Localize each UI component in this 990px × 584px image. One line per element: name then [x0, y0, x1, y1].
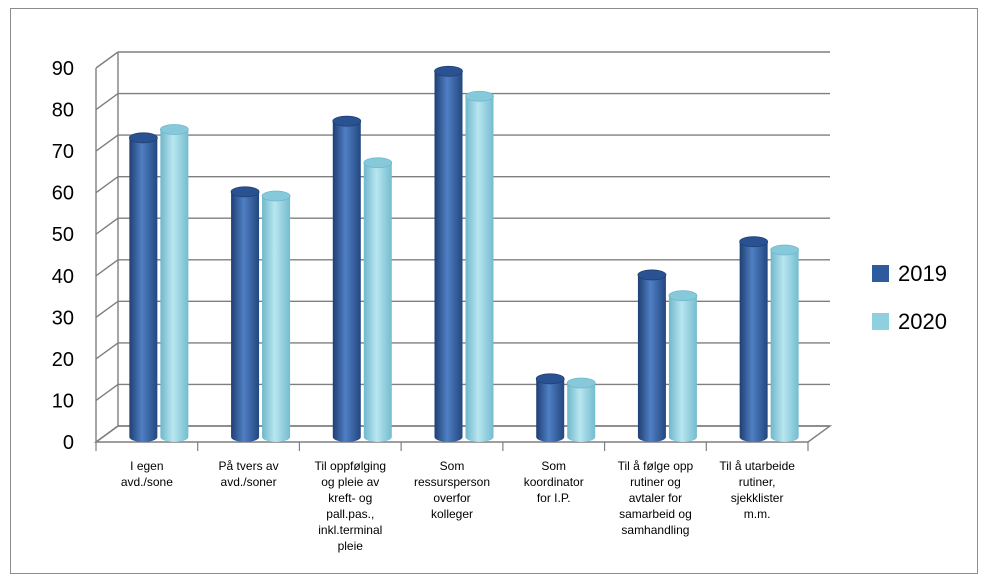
bar-top: [465, 90, 494, 102]
x-tick-label: samarbeid og: [619, 507, 692, 521]
bar-body: [668, 295, 697, 442]
bar: [434, 65, 463, 443]
bar: [230, 186, 260, 442]
x-tick-label: inkl.terminal: [318, 523, 382, 537]
gridline-depth: [95, 92, 119, 111]
y-tick-label: 60: [52, 183, 74, 205]
bar: [363, 157, 393, 442]
legend: 2019 2020: [872, 261, 947, 334]
bar: [637, 269, 667, 442]
bar: [566, 377, 596, 442]
x-tick-label: Til å følge opp: [618, 459, 694, 473]
x-tick-label: koordinator: [524, 475, 584, 489]
bar-body: [160, 129, 189, 442]
y-tick-label: 50: [52, 224, 74, 246]
bar: [332, 115, 362, 442]
x-tick-label: avd./soner: [221, 475, 277, 489]
bar-top: [261, 190, 291, 202]
x-tick-label: kreft- og: [328, 491, 372, 505]
gridline-depth: [95, 259, 119, 277]
bar-body: [637, 274, 666, 442]
chart-floor: [93, 425, 833, 443]
gridlines: [95, 51, 830, 443]
bar: [535, 373, 565, 442]
bar-body: [465, 96, 494, 442]
gridline-depth: [95, 383, 119, 402]
bar-top: [128, 132, 158, 144]
bar-top: [332, 115, 362, 127]
x-tick-label: samhandling: [621, 523, 689, 537]
gridline-depth: [95, 134, 119, 152]
bar-top: [637, 269, 667, 281]
y-tick-label: 30: [52, 307, 74, 329]
gridline-depth: [95, 300, 119, 318]
bar-body: [770, 250, 799, 442]
bar: [128, 132, 158, 443]
x-tick-label: På tvers av: [219, 459, 279, 473]
bar-body: [231, 191, 260, 442]
bar-top: [535, 373, 565, 385]
bar-top: [668, 290, 698, 302]
x-tick-label: I egen: [130, 459, 163, 473]
bar: [465, 90, 494, 442]
x-tick-label: avtaler for: [629, 491, 682, 505]
bar-top: [770, 244, 800, 256]
bar: [668, 290, 698, 442]
x-tick-label: pall.pas.,: [326, 507, 374, 521]
bar: [261, 190, 291, 442]
x-tick-label: kolleger: [431, 507, 473, 521]
x-tick-labels: I egen avd./sone På tvers av avd./soner Til …: [121, 459, 795, 553]
bar-top: [434, 65, 463, 77]
bar-body: [434, 71, 463, 443]
x-tick-label: overfor: [433, 491, 470, 505]
bar-top: [566, 377, 596, 389]
y-tick-label: 80: [52, 100, 74, 122]
bar: [770, 244, 800, 442]
bar: [159, 124, 189, 442]
x-tick-label: Til oppfølging: [314, 459, 386, 473]
legend-swatch: [872, 265, 889, 282]
legend-label: 2019: [898, 261, 947, 286]
x-tick-label: Som: [440, 459, 465, 473]
bar-body: [363, 162, 392, 442]
gridline-depth: [95, 176, 119, 194]
x-tick-label: rutiner,: [739, 475, 776, 489]
x-tick-label: Som: [541, 459, 566, 473]
y-tick-label: 20: [52, 349, 74, 371]
bar-body: [129, 137, 158, 443]
bar-body: [567, 382, 596, 442]
x-tick-label: avd./sone: [121, 475, 173, 489]
bar: [739, 236, 769, 442]
x-tick-label: og pleie av: [321, 475, 379, 489]
x-tick-label: pleie: [338, 539, 364, 553]
y-tick-label: 10: [52, 390, 74, 412]
x-tick-label: rutiner og: [630, 475, 681, 489]
gridline-depth: [95, 217, 119, 235]
bar-body: [262, 195, 291, 442]
y-tick-label: 90: [52, 58, 74, 80]
bar-body: [739, 241, 768, 442]
gridline-depth: [95, 51, 119, 69]
y-tick-label: 70: [52, 141, 74, 163]
gridline-depth: [95, 342, 119, 360]
axes: [93, 52, 833, 451]
bar-top: [159, 124, 189, 135]
legend-label: 2020: [898, 309, 947, 334]
y-tick-labels: 0 10 20 30 40 50 60 70 80 90: [52, 58, 74, 454]
legend-swatch: [872, 313, 889, 330]
y-tick-label: 40: [52, 266, 74, 288]
bar-top: [230, 186, 260, 198]
bars: [128, 65, 800, 443]
y-tick-label: 0: [63, 432, 74, 454]
x-tick-label: for I.P.: [537, 491, 571, 505]
x-tick-label: Til å utarbeide: [719, 459, 795, 473]
x-tick-label: ressursperson: [414, 475, 490, 489]
bar-body: [536, 378, 565, 442]
x-tick-label: sjekklister: [731, 491, 784, 505]
bar-top: [363, 157, 393, 169]
bar-body: [332, 121, 361, 442]
x-tick-label: m.m.: [744, 507, 771, 521]
bar-top: [739, 236, 769, 248]
